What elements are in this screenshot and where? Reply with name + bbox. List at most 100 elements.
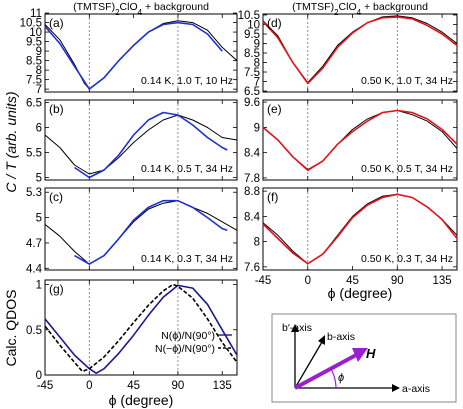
fit-line — [74, 111, 228, 179]
b-axis-arrowhead — [318, 335, 325, 345]
x-tick-label: 135 — [213, 380, 232, 392]
panel-frame — [44, 13, 238, 93]
x-tick-label: 45 — [127, 380, 140, 392]
panel-g: 00.51 (g)N(ϕ)/N(90°)N(−ϕ)/N(90°)-45 0 45 90 1… — [26, 279, 238, 392]
y-tick-label: 9.5 — [244, 29, 260, 41]
x-tick-label: 90 — [391, 275, 404, 287]
x-tick-label: 45 — [346, 275, 359, 287]
b-prime-label: b′-axis — [282, 322, 312, 334]
panel-c: 4.4 4.7 5 5.3 (c) 0.14 K, 0.3 T, 34 Hz — [26, 187, 238, 275]
panel-label: (b) — [49, 102, 64, 116]
y-tick-label: 9 — [36, 46, 42, 58]
x-tick-label: 0 — [305, 275, 311, 287]
y-tick-label: 8.4 — [244, 148, 261, 160]
x-axis-label-right: ϕ (degree) — [328, 285, 393, 301]
panel-annotation: 0.50 K, 0.5 T, 34 Hz — [361, 163, 453, 175]
h-label: H — [366, 346, 376, 361]
y-tick-label: 5.5 — [26, 148, 42, 160]
legend-label: N(−ϕ)/N(90°) — [155, 343, 215, 355]
fit-line — [262, 109, 458, 172]
panel-frame — [262, 187, 458, 271]
panel-label: (c) — [49, 190, 63, 204]
header-part: (TMTSF) — [292, 1, 334, 13]
header-right: (TMTSF)2ClO4 + background — [292, 1, 428, 17]
y-tick-label: 7.5 — [244, 67, 260, 79]
panel-annotation: 0.50 K, 1.0 T, 34 Hz — [361, 75, 453, 87]
header-part: + background — [142, 1, 209, 13]
x-tick-label: 90 — [172, 380, 185, 392]
panel-e: 7.8 8.4 9 9.6 (e) 0.50 K, 0.5 T, 34 Hz — [244, 97, 458, 185]
fit-line — [262, 16, 458, 85]
header-left: (TMTSF)2ClO4 + background — [73, 1, 209, 17]
y-tick-label: 8.8 — [244, 186, 260, 198]
header-part: 4 — [357, 8, 362, 17]
schematic-border — [271, 313, 457, 403]
y-tick-label: 7 — [254, 77, 260, 89]
y-tick-label: 6.5 — [244, 86, 260, 98]
y-tick-label: 5 — [36, 173, 42, 185]
panel-f: 7.6 8 8.4 8.8 (f) 0.50 K, 0.3 T, 34 Hz — [244, 186, 458, 274]
data-line — [44, 200, 238, 265]
header-part: 2 — [115, 8, 120, 17]
legend-label: N(ϕ)/N(90°) — [161, 330, 215, 342]
y-tick-label: 10 — [247, 19, 260, 31]
header-part: 2 — [334, 8, 339, 17]
panel-label: (d) — [267, 16, 282, 30]
fit-line — [74, 199, 228, 265]
y-tick-label: 8.5 — [244, 48, 260, 60]
y-tick-label: 4.4 — [26, 263, 43, 275]
y-tick-label: 6.5 — [26, 98, 42, 110]
y-tick-label: 1 — [36, 280, 42, 292]
panel-annotation: 0.14 K, 1.0 T, 10 Hz — [141, 75, 233, 87]
header-part: + background — [361, 1, 428, 13]
panel-frame — [262, 99, 458, 181]
header-part: (TMTSF) — [73, 1, 115, 13]
b-prime-arrowhead — [291, 324, 299, 332]
y-tick-label: 9.5 — [26, 37, 42, 49]
y-tick-label: 7.6 — [244, 262, 260, 274]
y-tick-label: 0 — [36, 370, 42, 382]
fit-line — [262, 193, 458, 265]
phi-arc — [330, 368, 337, 389]
y-tick-label: 10 — [29, 27, 42, 39]
panel-annotation: 0.14 K, 0.5 T, 34 Hz — [141, 163, 233, 175]
data-line — [44, 114, 238, 175]
y-tick-label: 6 — [36, 123, 42, 135]
series-line — [44, 283, 238, 373]
y-tick-label: 8.5 — [26, 56, 42, 68]
y-tick-label: 8.4 — [244, 211, 261, 223]
y-tick-label: 7.8 — [244, 173, 260, 185]
x-tick-label: -45 — [37, 380, 54, 392]
y-tick-label: 8 — [254, 58, 260, 70]
header-part: 4 — [138, 8, 143, 17]
panel-label: (g) — [49, 282, 64, 296]
y-tick-label: 11 — [30, 8, 42, 20]
y-tick-label: 8 — [36, 65, 42, 77]
axes-schematic: b′-axis b-axis Hϕ a-axis — [271, 313, 457, 403]
y-tick-label: 10.5 — [238, 10, 260, 22]
a-axis-arrowhead — [392, 384, 400, 392]
y-tick-label: 8 — [254, 237, 260, 249]
y-tick-label: 10.5 — [20, 18, 42, 30]
panel-annotation: 0.50 K, 0.3 T, 34 Hz — [361, 253, 453, 265]
phi-label: ϕ — [338, 372, 344, 384]
panel-label: (f) — [267, 190, 278, 204]
b-axis-label: b-axis — [327, 331, 355, 343]
y-tick-label: 4.7 — [26, 238, 42, 250]
y-tick-label: 7.5 — [26, 75, 42, 87]
y-tick-label: 5 — [36, 213, 42, 225]
b-axis-arrow — [294, 341, 323, 389]
header-part: ClO — [339, 1, 357, 13]
y-tick-label: 5.3 — [26, 187, 42, 199]
panel-label: (a) — [49, 16, 64, 30]
y-tick-label: 9 — [254, 122, 260, 134]
panel-b: 5 5.5 6 6.5 (b) 0.14 K, 0.5 T, 34 Hz — [26, 98, 238, 185]
header-part: ClO — [120, 1, 138, 13]
series-line — [44, 284, 238, 375]
x-axis-label-left: ϕ (degree) — [109, 392, 174, 408]
y-tick-label: 9 — [254, 38, 260, 50]
y-tick-label: 7 — [36, 84, 42, 96]
